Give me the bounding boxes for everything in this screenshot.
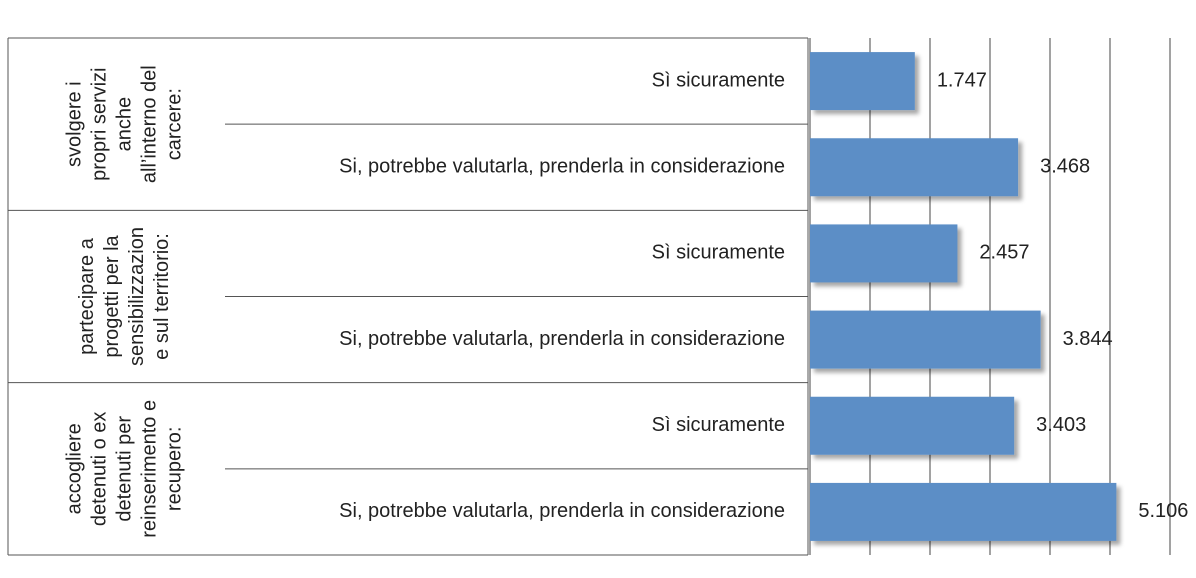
category-label: Si, potrebbe valutarla, prenderla in con… — [339, 156, 785, 178]
group-label: reinserimento e — [138, 400, 160, 538]
value-label: 3.403 — [1036, 414, 1086, 436]
bar — [810, 396, 1015, 455]
bar — [810, 482, 1117, 541]
category-label: Sì sicuramente — [652, 69, 785, 91]
group-label: detenuti o ex — [88, 412, 110, 527]
group-label: progetti per la — [101, 234, 123, 357]
value-label: 1.747 — [937, 69, 987, 91]
group-label: recupero: — [163, 427, 185, 512]
group-label: svolgere i — [63, 81, 85, 167]
labels: svolgere i propri servizi anche all’interno… — [63, 65, 1188, 538]
group-label: sensibilizzazion — [126, 227, 148, 366]
value-label: 3.844 — [1063, 328, 1113, 350]
bars — [810, 52, 1117, 541]
category-label: Si, potrebbe valutarla, prenderla in con… — [339, 328, 785, 350]
group-label: propri servizi — [88, 67, 110, 180]
group-label: partecipare a — [76, 237, 98, 355]
bar — [810, 138, 1019, 197]
category-label: Si, potrebbe valutarla, prenderla in con… — [339, 500, 785, 522]
group-label: anche — [113, 97, 135, 151]
bar — [810, 224, 958, 283]
group-label: detenuti per — [113, 416, 135, 522]
grid — [809, 38, 1171, 555]
bar — [810, 310, 1041, 369]
group-label: all’interno del — [138, 65, 160, 183]
group-label: accogliere — [63, 423, 85, 514]
value-label: 2.457 — [979, 242, 1029, 264]
bar — [810, 52, 915, 111]
group-label: e sul territorio: — [151, 233, 173, 360]
value-label: 3.468 — [1040, 156, 1090, 178]
label-table — [7, 37, 809, 556]
category-label: Sì sicuramente — [652, 242, 785, 264]
group-label: carcere: — [163, 88, 185, 160]
value-label: 5.106 — [1138, 500, 1188, 522]
category-label: Sì sicuramente — [652, 414, 785, 436]
